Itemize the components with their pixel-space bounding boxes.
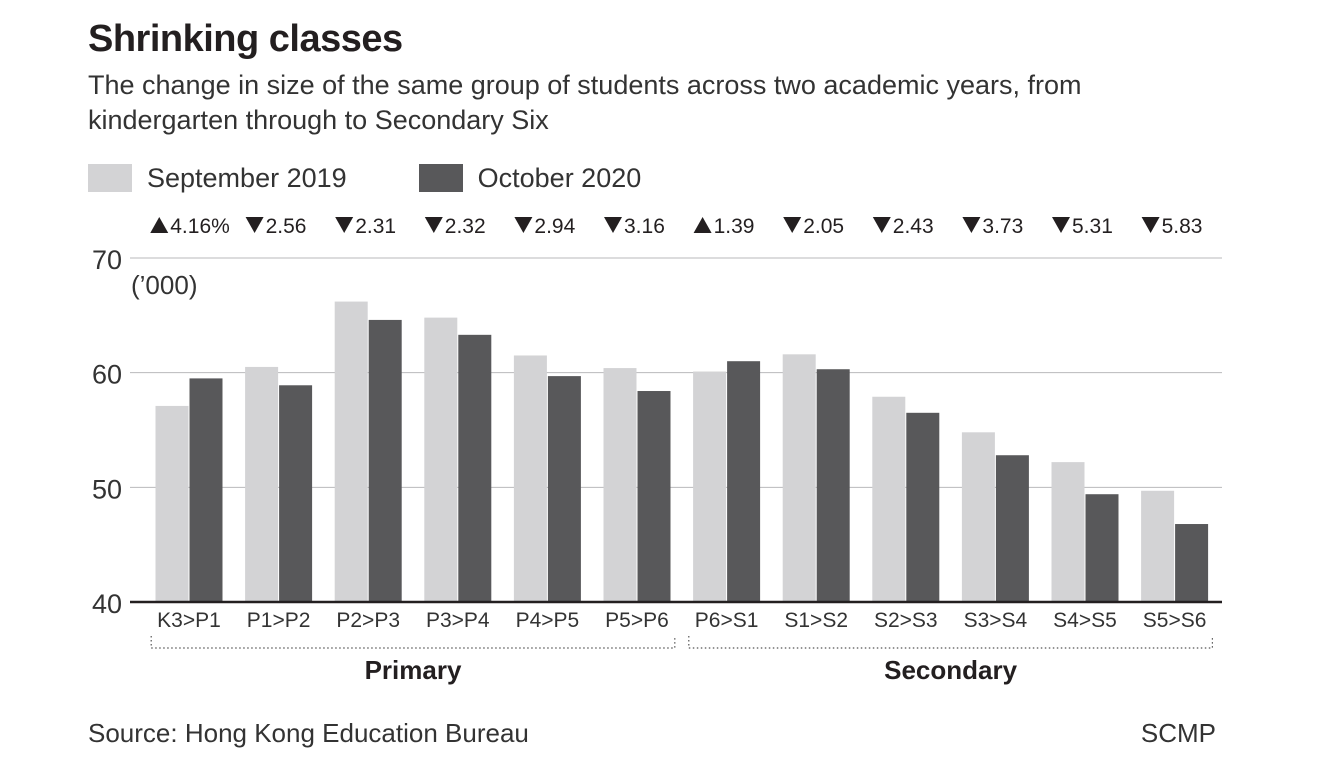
bar-oct-2020-2 <box>368 319 402 602</box>
change-value: 2.43 <box>893 215 934 238</box>
triangle-down-icon <box>962 217 981 233</box>
y-tick-label-50: 50 <box>92 474 122 504</box>
x-tick-label: S5>S6 <box>1143 609 1207 632</box>
change-value: 5.83 <box>1162 215 1203 238</box>
bar-oct-2020-7 <box>816 369 850 602</box>
bar-oct-2020-6 <box>727 361 761 602</box>
legend-swatch-oct-2020 <box>418 164 463 192</box>
bar-oct-2020-5 <box>637 391 671 602</box>
change-label: 5.31 <box>1052 215 1113 238</box>
group-label-secondary: Secondary <box>884 655 1017 685</box>
change-value: 5.31 <box>1072 215 1113 238</box>
x-tick-label: P4>P5 <box>516 609 580 632</box>
bar-sep-2019-0 <box>155 405 189 602</box>
legend-item-sep-2019: September 2019 <box>88 163 347 194</box>
legend-swatch-sep-2019 <box>88 164 132 192</box>
bar-sep-2019-8 <box>872 396 906 602</box>
bar-sep-2019-4 <box>513 355 547 602</box>
x-tick-label: P1>P2 <box>247 609 311 632</box>
x-tick-label: P2>P3 <box>336 609 400 632</box>
y-tick-label-60: 60 <box>92 360 122 390</box>
change-label: 3.73 <box>962 215 1023 238</box>
source-note: Source: Hong Kong Education Bureau <box>88 718 529 748</box>
x-tick-label: S4>S5 <box>1053 609 1117 632</box>
bar-oct-2020-3 <box>458 334 492 602</box>
change-label: 3.16 <box>604 215 665 238</box>
x-tick-label: S1>S2 <box>784 609 848 632</box>
bar-sep-2019-3 <box>424 317 458 602</box>
change-value: 3.73 <box>982 215 1023 238</box>
change-label: 2.05 <box>783 215 844 238</box>
change-label: 2.43 <box>872 215 934 238</box>
legend-label-oct-2020: October 2020 <box>477 162 642 193</box>
x-tick-label: S2>S3 <box>874 609 938 632</box>
change-value: 2.56 <box>266 215 307 238</box>
change-value: 1.39 <box>714 215 755 238</box>
group-label-primary: Primary <box>365 655 462 685</box>
change-label: 2.31 <box>335 215 396 238</box>
change-value: 4.16% <box>170 215 230 238</box>
x-tick-label: P5>P6 <box>605 609 669 632</box>
change-value: 2.05 <box>803 215 844 238</box>
triangle-down-icon <box>1052 217 1070 233</box>
change-label: 2.32 <box>424 215 486 238</box>
bar-oct-2020-9 <box>995 455 1029 602</box>
triangle-down-icon <box>1141 217 1160 233</box>
triangle-down-icon <box>245 217 264 233</box>
triangle-down-icon <box>604 217 622 233</box>
change-label: 4.16% <box>150 215 230 238</box>
y-tick-label-40: 40 <box>92 589 122 619</box>
legend-label-sep-2019: September 2019 <box>147 162 347 193</box>
group-bracket-secondary <box>688 636 1213 649</box>
bar-oct-2020-8 <box>906 412 940 602</box>
triangle-down-icon <box>424 217 443 233</box>
triangle-up-icon <box>150 217 169 233</box>
bar-sep-2019-5 <box>603 368 637 602</box>
bar-oct-2020-1 <box>279 385 313 602</box>
triangle-down-icon <box>335 217 354 233</box>
bar-sep-2019-7 <box>782 354 816 602</box>
bar-sep-2019-6 <box>693 371 727 602</box>
bar-oct-2020-4 <box>547 376 581 602</box>
bar-oct-2020-11 <box>1175 524 1209 602</box>
triangle-down-icon <box>783 217 802 233</box>
triangle-up-icon <box>693 217 712 233</box>
x-tick-label: P6>S1 <box>695 609 759 632</box>
bar-sep-2019-1 <box>245 366 279 602</box>
bar-sep-2019-10 <box>1051 462 1085 602</box>
bar-oct-2020-10 <box>1085 494 1119 602</box>
change-label: 5.83 <box>1141 215 1203 238</box>
change-label: 1.39 <box>693 215 755 238</box>
bar-sep-2019-2 <box>334 301 368 602</box>
y-axis-unit-label: (’000) <box>131 270 197 300</box>
change-label: 2.56 <box>245 215 307 238</box>
change-label: 2.94 <box>514 215 576 238</box>
chart-title: Shrinking classes <box>88 18 403 60</box>
legend-item-oct-2020: October 2020 <box>418 162 642 194</box>
change-value: 2.32 <box>445 215 486 238</box>
credit: SCMP <box>1140 718 1216 748</box>
y-tick-label-70: 70 <box>92 245 122 275</box>
bar-sep-2019-11 <box>1141 490 1175 602</box>
legend: September 2019 October 2020 <box>88 160 713 196</box>
x-tick-label: P3>P4 <box>426 609 490 632</box>
triangle-down-icon <box>514 217 533 233</box>
group-bracket-primary <box>150 636 676 649</box>
bar-sep-2019-9 <box>961 432 995 602</box>
x-tick-label: K3>P1 <box>157 609 221 632</box>
change-value: 2.31 <box>355 215 396 238</box>
triangle-down-icon <box>872 217 891 233</box>
chart-subtitle: The change in size of the same group of … <box>88 70 1082 135</box>
x-tick-label: S3>S4 <box>964 609 1028 632</box>
change-value: 2.94 <box>534 215 575 238</box>
bar-oct-2020-0 <box>189 378 223 602</box>
change-value: 3.16 <box>624 215 665 238</box>
